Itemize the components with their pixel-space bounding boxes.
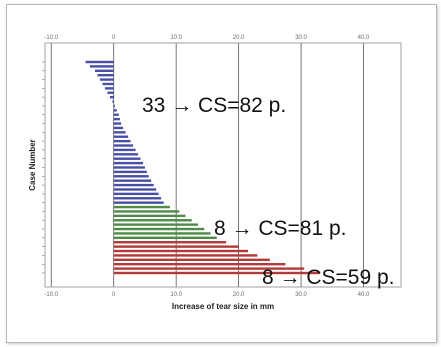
bar	[113, 122, 122, 125]
annotation-group-3: 8 → CS=59 p.	[262, 266, 395, 289]
bar	[113, 232, 211, 235]
bar	[113, 166, 145, 169]
bar	[113, 223, 199, 226]
bar	[113, 170, 147, 174]
bar	[113, 104, 115, 108]
bar	[113, 157, 141, 160]
annotation-group-1: 33 → CS=82 p.	[142, 94, 286, 117]
bar	[109, 95, 114, 99]
chart-frame: -10.0 -10.0 0 0 10.0 10.0 20.0 20.0 30.0 30.0 40.0…	[6, 4, 437, 343]
bar	[113, 144, 134, 147]
bar	[113, 135, 129, 138]
bar	[113, 210, 180, 213]
bar	[94, 69, 114, 72]
bar	[104, 87, 114, 90]
bar	[113, 219, 192, 222]
x-tick-label-top: 10.0	[170, 35, 182, 41]
bar	[113, 148, 136, 152]
y-axis-title: Case Number	[28, 139, 37, 191]
bar	[113, 236, 217, 240]
bar	[107, 91, 114, 94]
bar	[113, 183, 154, 187]
x-tick-label-top: -10.0	[44, 35, 58, 41]
bar	[89, 65, 114, 68]
x-tick-label-bottom: 30.0	[295, 292, 307, 298]
bar	[113, 245, 239, 248]
bar	[99, 78, 114, 81]
x-tick-label-bottom: -10.0	[44, 292, 58, 298]
bar	[113, 214, 186, 218]
bar	[85, 60, 114, 64]
bar	[113, 153, 139, 156]
bar	[113, 188, 157, 191]
bar	[113, 175, 149, 178]
x-tick-label-bottom: 40.0	[358, 292, 370, 298]
x-tick-label-top: 0	[112, 35, 116, 41]
bar	[113, 201, 164, 204]
bar	[113, 161, 144, 165]
bar	[113, 258, 270, 262]
bar	[113, 205, 170, 209]
bar	[113, 139, 131, 143]
bar	[113, 113, 119, 116]
bar	[113, 192, 159, 196]
x-tick-label-bottom: 0	[112, 292, 116, 298]
x-tick-label-bottom: 10.0	[170, 292, 182, 298]
bar	[113, 179, 152, 182]
bar	[113, 109, 117, 112]
x-tick-label-bottom: 20.0	[233, 292, 245, 298]
bar	[113, 126, 124, 130]
x-tick-label-top: 30.0	[295, 35, 307, 41]
bar	[113, 197, 162, 200]
tear-size-chart: -10.0 -10.0 0 0 10.0 10.0 20.0 20.0 30.0 30.0 40.0…	[28, 35, 402, 311]
annotation-group-2: 8 → CS=81 p.	[214, 217, 347, 240]
bar	[113, 241, 227, 244]
bar	[112, 100, 114, 103]
bar	[113, 254, 258, 257]
x-tick-label-top: 40.0	[358, 35, 370, 41]
x-axis-title: Increase of tear size in mm	[172, 302, 274, 311]
bar-series	[85, 60, 320, 275]
bar	[113, 131, 126, 134]
bar	[113, 267, 305, 270]
bar	[97, 73, 114, 77]
plot-area-border	[44, 42, 402, 288]
bar	[113, 249, 248, 253]
bar	[102, 82, 114, 86]
bar	[113, 271, 320, 275]
bar	[113, 263, 286, 266]
bar	[113, 117, 120, 121]
x-tick-label-top: 20.0	[233, 35, 245, 41]
x-tick-labels: -10.0 -10.0 0 0 10.0 10.0 20.0 20.0 30.0 30.0 40.0…	[42, 35, 370, 298]
bar	[113, 227, 205, 231]
